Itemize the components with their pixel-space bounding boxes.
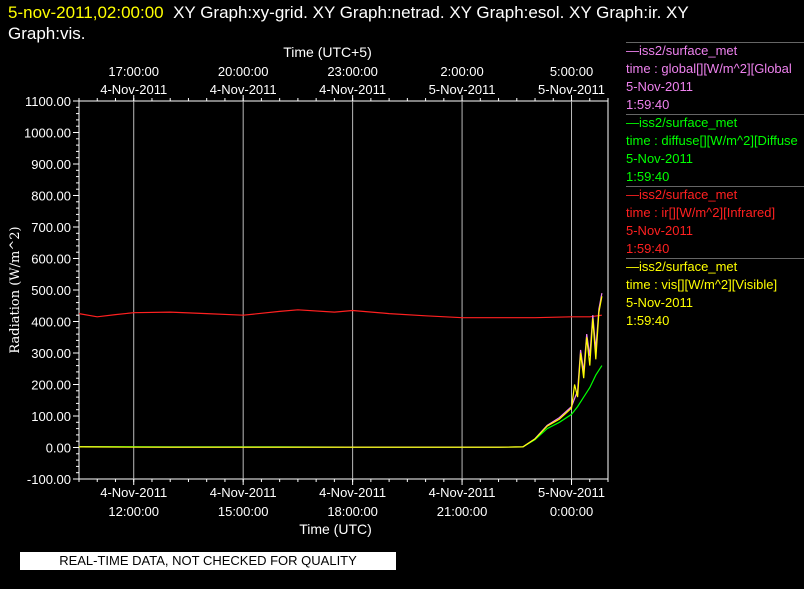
x2-tick-time: 5:00:00 xyxy=(550,64,593,79)
legend-separator xyxy=(626,42,804,43)
series-ir xyxy=(78,309,602,319)
x-tick-time: 12:00:00 xyxy=(108,504,159,519)
x-tick-time: 15:00:00 xyxy=(218,504,269,519)
plot-frame xyxy=(78,100,609,480)
series-diffuse xyxy=(78,365,603,448)
x-tick-date: 4-Nov-2011 xyxy=(429,485,496,500)
x-axis-label: Time (UTC) xyxy=(299,521,372,537)
y-tick-label: 300.00 xyxy=(31,346,71,361)
legend-time: 1:59:40 xyxy=(626,169,670,184)
y-tick-label: 700.00 xyxy=(31,220,71,235)
x2-tick-time: 17:00:00 xyxy=(108,64,159,79)
legend-date: 5-Nov-2011 xyxy=(626,295,693,310)
x-tick-date: 4-Nov-2011 xyxy=(210,485,277,500)
y-tick-label: 900.00 xyxy=(31,157,71,172)
y-tick-label: 400.00 xyxy=(31,315,71,330)
legend-description: time : ir[][W/m^2][Infrared] xyxy=(626,205,776,220)
quality-notice: REAL-TIME DATA, NOT CHECKED FOR QUALITY xyxy=(20,552,396,570)
legend-date: 5-Nov-2011 xyxy=(626,79,693,94)
y-tick-label: 800.00 xyxy=(31,189,71,204)
x-tick-time: 0:00:00 xyxy=(550,504,593,519)
graph-list-line1: XY Graph:xy-grid. XY Graph:netrad. XY Gr… xyxy=(173,3,689,22)
legend-time: 1:59:40 xyxy=(626,313,670,328)
x2-axis-label: Time (UTC+5) xyxy=(283,44,372,60)
x2-tick-date: 4-Nov-2011 xyxy=(210,82,277,97)
legend-source: —iss2/surface_met xyxy=(626,259,738,274)
y-tick-label: 100.00 xyxy=(31,409,71,424)
x2-tick-time: 23:00:00 xyxy=(327,64,378,79)
legend-separator xyxy=(626,114,804,115)
x2-tick-time: 2:00:00 xyxy=(440,64,483,79)
x2-tick-date: 5-Nov-2011 xyxy=(429,82,496,97)
legend-time: 1:59:40 xyxy=(626,97,670,112)
legend-description: time : vis[][W/m^2][Visible] xyxy=(626,277,778,292)
y-tick-label: 600.00 xyxy=(31,252,71,267)
legend-separator xyxy=(626,186,804,187)
series-vis xyxy=(78,296,603,448)
y-tick-label: -100.00 xyxy=(27,472,71,487)
x-tick-date: 4-Nov-2011 xyxy=(319,485,386,500)
y-tick-label: 1000.00 xyxy=(24,126,71,141)
legend-source: —iss2/surface_met xyxy=(626,115,738,130)
y-tick-label: 0.00 xyxy=(46,441,71,456)
x2-tick-date: 4-Nov-2011 xyxy=(319,82,386,97)
x-tick-time: 21:00:00 xyxy=(437,504,488,519)
y-tick-label: 500.00 xyxy=(31,283,71,298)
legend-time: 1:59:40 xyxy=(626,241,670,256)
legend-date: 5-Nov-2011 xyxy=(626,223,693,238)
y-axis-label: Radiation (W/m^2) xyxy=(8,226,23,353)
series-global xyxy=(78,292,603,448)
graph-list-line2: Graph:vis. xyxy=(8,24,86,43)
legend-date: 5-Nov-2011 xyxy=(626,151,693,166)
x-tick-date: 4-Nov-2011 xyxy=(100,485,167,500)
x2-tick-date: 4-Nov-2011 xyxy=(100,82,167,97)
y-tick-label: 1100.00 xyxy=(25,94,71,109)
x2-tick-date: 5-Nov-2011 xyxy=(538,82,605,97)
x-tick-time: 18:00:00 xyxy=(327,504,378,519)
legend-source: —iss2/surface_met xyxy=(626,43,738,58)
legend-description: time : diffuse[][W/m^2][Diffuse xyxy=(626,133,798,148)
legend-source: —iss2/surface_met xyxy=(626,187,738,202)
x-tick-date: 5-Nov-2011 xyxy=(538,485,605,500)
y-tick-label: 200.00 xyxy=(31,378,71,393)
x2-tick-time: 20:00:00 xyxy=(218,64,269,79)
timestamp: 5-nov-2011,02:00:00 xyxy=(8,3,164,22)
legend-separator xyxy=(626,258,804,259)
legend-description: time : global[][W/m^2][Global xyxy=(626,61,792,76)
graph-title: 5-nov-2011,02:00:00 XY Graph:xy-grid. XY… xyxy=(8,2,804,44)
